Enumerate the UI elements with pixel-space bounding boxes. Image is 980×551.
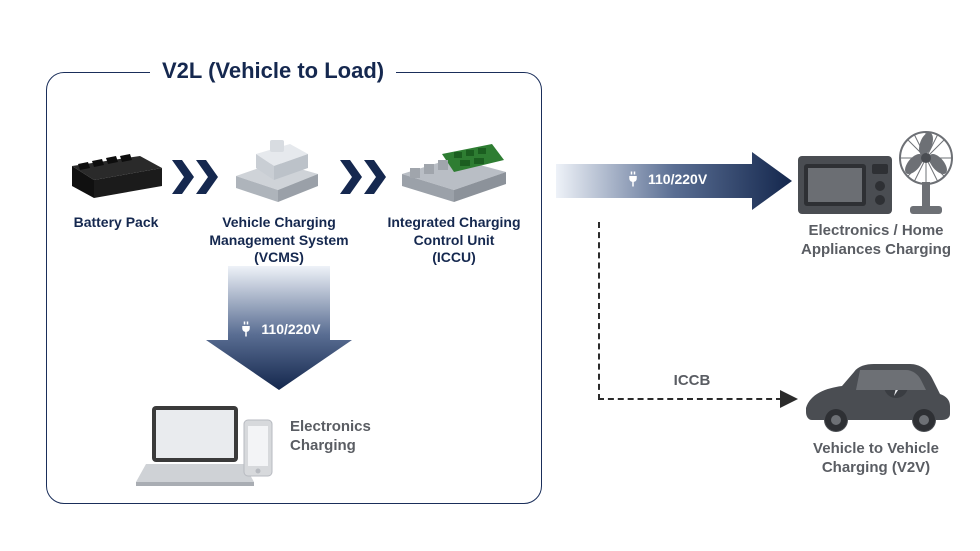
battery-pack-illustration	[66, 146, 166, 207]
vcms-label: Vehicle Charging Management System (VCMS…	[206, 214, 352, 267]
chevron-arrow-1	[172, 160, 218, 194]
down-arrow: 110/220V	[206, 266, 352, 395]
iccb-label: ICCB	[662, 372, 722, 391]
iccu-illustration	[394, 138, 512, 213]
home-appliances-illustration	[796, 128, 956, 229]
iccu-label: Integrated Charging Control Unit (ICCU)	[382, 214, 526, 267]
right-arrow-voltage: 110/220V	[648, 171, 707, 187]
battery-pack-label: Battery Pack	[60, 214, 172, 232]
iccb-dash-horizontal	[598, 398, 782, 400]
plug-icon-right: 110/220V	[624, 170, 707, 188]
electronics-label: Electronics Charging	[290, 418, 400, 456]
electronics-illustration	[128, 398, 278, 499]
panel-title: V2L (Vehicle to Load)	[150, 58, 396, 84]
home-appliances-label: Electronics / Home Appliances Charging	[790, 222, 962, 260]
chevron-arrow-2	[340, 160, 386, 194]
right-arrow: 110/220V	[556, 152, 792, 215]
down-arrow-voltage: 110/220V	[261, 321, 320, 337]
car-illustration	[796, 356, 956, 441]
plug-icon: 110/220V	[237, 320, 320, 338]
iccb-dash-vertical	[598, 222, 600, 400]
v2v-label: Vehicle to Vehicle Charging (V2V)	[800, 440, 952, 478]
vcms-illustration	[226, 134, 326, 211]
